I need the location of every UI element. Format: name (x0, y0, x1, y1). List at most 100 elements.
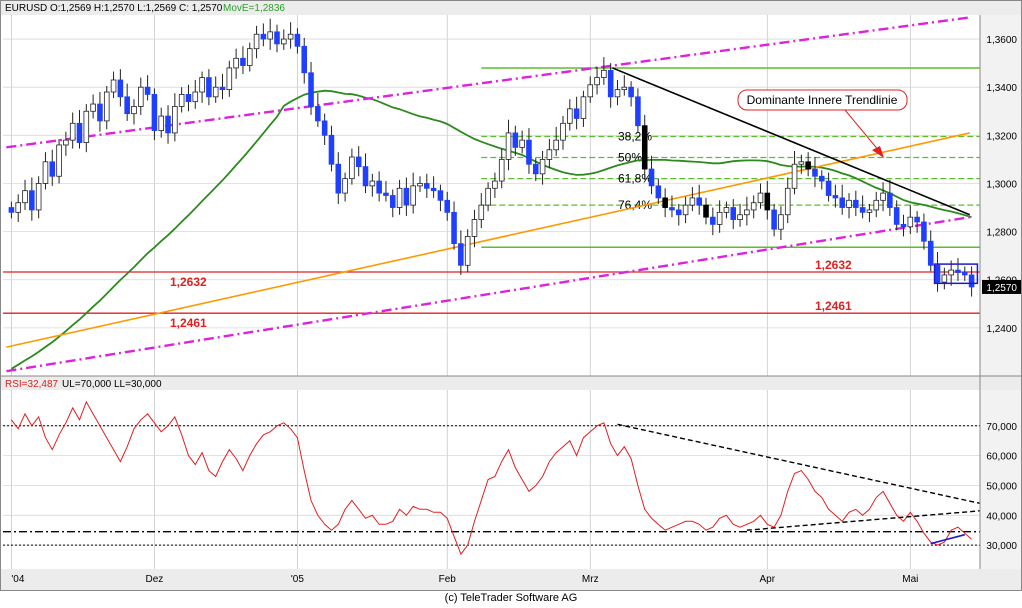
candle-body (369, 180, 376, 187)
last-price-value: 1,2570 (986, 283, 1017, 294)
candle-body (90, 103, 96, 112)
candle-body (669, 207, 675, 211)
candle-body (546, 149, 553, 160)
rsi-limits-label: UL=70,000 LL=30,000 (62, 379, 162, 390)
candle-body (471, 219, 478, 237)
candle-body (97, 103, 103, 122)
candle-body (226, 67, 233, 91)
candle-body (948, 269, 954, 276)
candle-body (485, 187, 491, 206)
candle-body (791, 163, 798, 189)
price-tick-label: 1,2800 (986, 228, 1017, 239)
moving-average-label: MovE=1,2836 (223, 3, 285, 14)
candle-body (103, 91, 110, 122)
candle-body (342, 178, 348, 194)
candle-body (35, 183, 42, 211)
rsi-tick-label: 50,000 (986, 481, 1017, 492)
candle-body (424, 183, 430, 189)
candle-body (56, 144, 62, 177)
candle-body (444, 199, 451, 213)
candle-body (478, 204, 485, 220)
price-tick-label: 1,2400 (986, 324, 1017, 335)
candle-body (42, 161, 49, 184)
candle-body (601, 69, 607, 78)
candle-body (553, 139, 559, 151)
candle-body (764, 192, 771, 211)
candle-body (383, 192, 389, 196)
candle-body (805, 161, 811, 170)
candle-body (968, 274, 975, 288)
candle-body (628, 86, 634, 98)
candle-body (63, 139, 69, 146)
candle-body (138, 86, 144, 107)
candle-body (662, 197, 668, 208)
candle-body (178, 94, 185, 107)
candle-body (498, 158, 505, 182)
rsi-tick-label: 60,000 (986, 452, 1017, 463)
candle-body (859, 207, 866, 213)
candle-body (362, 166, 369, 187)
candle-body (417, 183, 423, 187)
candle-body (716, 211, 723, 225)
candle-body (437, 190, 444, 201)
candle-body (907, 216, 914, 228)
candle-body (253, 33, 260, 50)
candle-body (335, 163, 342, 194)
candle-body (22, 190, 28, 204)
candle-body (730, 207, 737, 220)
candle-body (832, 195, 839, 199)
candle-body (212, 86, 219, 98)
annotation-box (737, 89, 908, 111)
candle-body (798, 161, 805, 165)
candle-body (69, 122, 76, 141)
annotation-text: Dominante Innere Trendlinie (747, 93, 898, 107)
last-price-tag (982, 279, 1022, 294)
x-tick-label: Apr (760, 574, 776, 585)
x-tick-label: Dez (146, 574, 164, 585)
support-level-label-left: 1,2632 (170, 275, 207, 289)
candle-body (294, 33, 301, 47)
candle-body (744, 209, 750, 216)
candle-body (812, 168, 818, 177)
candle-body (172, 106, 178, 134)
candle-body (403, 187, 410, 206)
candle-body (165, 115, 171, 134)
candle-body (315, 106, 321, 122)
support-level-label-right: 1,2461 (815, 299, 852, 313)
candle-body (492, 180, 498, 189)
candle-body (349, 156, 355, 180)
candle-body (321, 120, 328, 136)
moving-average-line (10, 89, 972, 370)
candle-body (464, 236, 471, 266)
candle-body (614, 89, 621, 98)
candle-body (893, 207, 900, 225)
rsi-tick-label: 40,000 (986, 511, 1017, 522)
price-tick-label: 1,3200 (986, 131, 1017, 142)
candle-body (955, 269, 961, 273)
outer-border (0, 0, 1022, 591)
candle-body (430, 187, 437, 192)
candle-body (274, 31, 280, 45)
candle-body (682, 204, 689, 216)
price-tick-label: 1,3600 (986, 35, 1017, 46)
rsi-short-trend (930, 533, 965, 545)
candle-body (29, 190, 35, 211)
time-axis-bar (0, 569, 1022, 591)
candle-body (15, 202, 21, 213)
candle-body (846, 199, 852, 208)
candle-body (505, 132, 512, 160)
candle-body (580, 96, 587, 119)
candle-body (927, 240, 934, 266)
candle-body (451, 211, 457, 245)
rsi-tick-label: 30,000 (986, 541, 1017, 552)
candle-body (117, 79, 124, 98)
candle-body (376, 180, 382, 194)
candle-body (900, 223, 907, 228)
candle-body (287, 33, 294, 40)
candle-body (560, 122, 566, 141)
candle-body (233, 57, 239, 69)
rsi-axis-bg (980, 390, 1022, 569)
rsi-value-label: RSI=32,487 (5, 379, 59, 390)
candle-body (635, 96, 641, 127)
candle-body (396, 187, 403, 208)
